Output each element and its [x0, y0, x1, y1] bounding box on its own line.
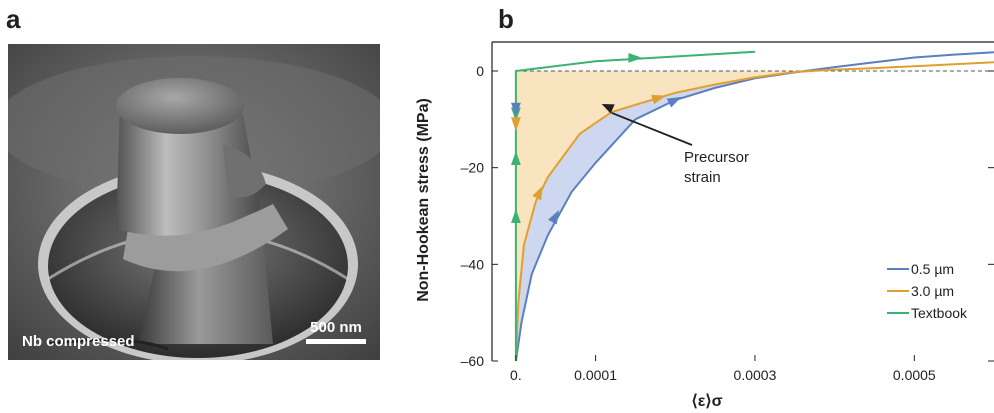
- annotation-label: strain: [684, 169, 721, 186]
- y-tick-label: 0: [476, 63, 484, 79]
- panel-letter-b: b: [498, 4, 514, 34]
- x-tick-label: 0.0003: [734, 367, 777, 383]
- x-tick-label: 0.0005: [893, 367, 936, 383]
- annotation-arrow-line: [611, 111, 693, 146]
- direction-arrow-6: [548, 209, 560, 225]
- sem-micrograph: Nb compressed 500 nm: [8, 44, 380, 360]
- y-axis-label: Non-Hookean stress (MPa): [415, 98, 432, 302]
- scale-bar: [306, 339, 366, 344]
- x-tick-label: 0.0001: [574, 367, 617, 383]
- x-tick-label: 0.: [510, 367, 522, 383]
- direction-arrow-7: [666, 96, 682, 108]
- series-line-3-0-m: [514, 61, 994, 362]
- direction-arrow-4: [628, 53, 643, 63]
- legend-label: Textbook: [911, 305, 968, 321]
- direction-arrow-2: [511, 151, 521, 165]
- x-axis-label: ⟨ε⟩σ: [691, 393, 722, 410]
- precursor-strain-region-05um: [515, 71, 806, 361]
- legend-label: 0.5 µm: [911, 261, 954, 277]
- y-tick-label: –20: [461, 160, 485, 176]
- y-tick-label: –40: [461, 256, 485, 272]
- direction-arrow-10: [651, 94, 666, 105]
- series-line-textbook: [514, 50, 756, 361]
- panel-letter-a: a: [6, 4, 21, 34]
- y-tick-label: –60: [461, 353, 485, 369]
- stress-strain-chart: 0 –20 –40 –60 0. 0.0001 0.0003 0.0005 Precursor…: [415, 41, 994, 410]
- direction-arrow-5: [511, 102, 521, 117]
- precursor-strain-region-3um: [515, 71, 811, 361]
- direction-arrow-8: [511, 117, 521, 132]
- direction-arrow-9: [532, 185, 543, 201]
- sample-label: Nb compressed: [22, 333, 135, 350]
- annotation-label: Precursor: [684, 149, 749, 166]
- direction-arrow-3: [511, 209, 521, 223]
- scale-bar-label: 500 nm: [310, 319, 362, 336]
- legend-label: 3.0 µm: [911, 283, 954, 299]
- annotation-arrow-head: [601, 104, 615, 114]
- series-line-0-5-m: [514, 51, 994, 362]
